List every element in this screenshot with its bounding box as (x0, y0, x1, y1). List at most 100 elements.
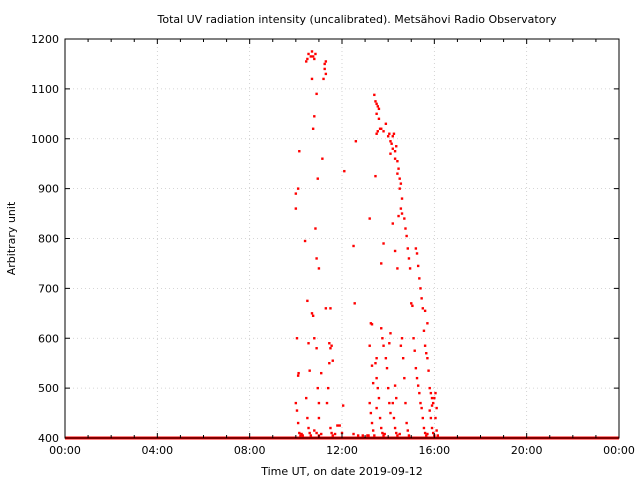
data-point (317, 401, 321, 405)
data-point (294, 207, 298, 210)
data-point (306, 416, 309, 420)
data-point (423, 431, 427, 435)
chart-title: Total UV radiation intensity (uncalibrat… (157, 13, 557, 26)
data-point (395, 396, 398, 400)
data-point (353, 302, 356, 305)
data-point (329, 307, 332, 310)
data-point (435, 406, 438, 410)
data-point (399, 207, 403, 210)
y-axis-label: Arbitrary unit (5, 201, 18, 275)
data-point (391, 222, 394, 225)
data-point (306, 57, 309, 61)
data-point (301, 434, 304, 437)
data-point (403, 376, 406, 380)
data-point (376, 130, 379, 133)
data-point (415, 252, 419, 255)
data-point (401, 357, 405, 360)
x-axis-label: Time UT, on date 2019-09-12 (260, 465, 423, 478)
data-point (410, 302, 413, 305)
data-point (421, 416, 424, 420)
data-point (307, 52, 310, 56)
data-point (422, 426, 426, 430)
data-point (311, 314, 315, 318)
data-point (375, 112, 378, 116)
grid (65, 39, 619, 438)
data-point (373, 434, 376, 437)
data-point (419, 401, 422, 405)
data-point (383, 432, 386, 436)
data-point (352, 432, 355, 436)
data-point (309, 55, 313, 58)
data-point (396, 159, 399, 163)
data-point (329, 426, 332, 430)
data-point (296, 187, 300, 190)
data-point (407, 434, 411, 437)
data-point (388, 132, 391, 135)
data-point (393, 150, 397, 153)
data-point (431, 431, 435, 435)
y-tick-label: 900 (38, 183, 59, 196)
data-point (428, 409, 431, 412)
data-point (400, 197, 404, 200)
data-point (388, 401, 391, 405)
data-point (381, 337, 384, 340)
data-point (296, 421, 300, 425)
data-point (415, 376, 419, 380)
data-point (308, 431, 311, 435)
data-point (303, 239, 307, 243)
data-point (310, 77, 314, 81)
data-point (420, 406, 423, 410)
data-point (430, 396, 434, 400)
data-point (313, 115, 316, 118)
data-point (352, 244, 355, 248)
data-point (421, 307, 424, 310)
data-point (321, 157, 324, 160)
data-point (380, 262, 383, 265)
data-point (297, 371, 300, 375)
data-point (404, 401, 407, 405)
data-point (384, 122, 388, 125)
data-point (361, 434, 364, 437)
data-point (368, 401, 371, 405)
data-point (375, 102, 378, 106)
data-point (428, 386, 431, 390)
data-point (310, 50, 314, 53)
data-point (377, 117, 381, 120)
data-point (429, 391, 433, 395)
data-point (343, 169, 346, 173)
data-point (324, 72, 328, 76)
data-point (294, 192, 298, 195)
data-point (376, 386, 379, 390)
data-point (411, 304, 414, 308)
data-point (393, 157, 397, 160)
data-point (404, 227, 407, 230)
data-point (314, 227, 317, 230)
data-point (331, 359, 334, 362)
data-point (373, 93, 376, 97)
data-point (398, 432, 401, 436)
data-point (429, 416, 433, 420)
data-point (305, 60, 308, 63)
data-point (434, 416, 437, 420)
data-point (313, 429, 316, 432)
y-tick-label: 1200 (31, 33, 59, 46)
data-point (375, 376, 378, 380)
x-tick-label: 08:00 (234, 444, 266, 457)
data-point (403, 217, 406, 220)
data-point (389, 411, 392, 415)
data-point (406, 247, 409, 250)
data-point (295, 409, 299, 412)
data-points (294, 50, 439, 440)
data-point (330, 344, 333, 347)
data-point (323, 62, 326, 66)
x-tick-label: 16:00 (418, 444, 450, 457)
data-point (378, 416, 382, 420)
data-point (374, 174, 377, 178)
y-tick-label: 600 (38, 332, 59, 345)
data-point (320, 371, 323, 375)
data-point (430, 426, 434, 430)
data-point (298, 431, 301, 435)
data-point (397, 214, 400, 218)
